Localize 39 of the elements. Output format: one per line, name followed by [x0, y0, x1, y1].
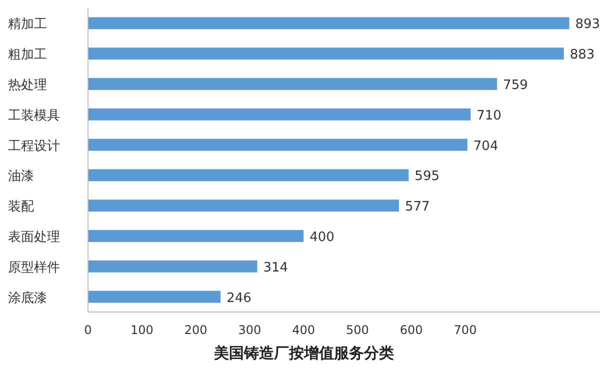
- bar: [88, 169, 409, 182]
- data-label: 759: [503, 78, 528, 93]
- data-label: 577: [404, 200, 430, 215]
- bar: [88, 48, 564, 60]
- data-label: 710: [476, 108, 502, 124]
- x-tick-label: 400: [292, 323, 316, 337]
- bar: [88, 260, 258, 272]
- data-label: 704: [473, 138, 498, 154]
- x-tick-label: 100: [130, 323, 154, 337]
- y-tick-label: 热处理: [8, 78, 47, 93]
- data-label: 883: [570, 48, 595, 63]
- bar: [88, 17, 570, 30]
- x-tick-label: 500: [346, 323, 369, 337]
- bar: [88, 230, 304, 242]
- data-label: 246: [226, 290, 252, 306]
- bar: [88, 138, 468, 151]
- x-tick-label: 200: [184, 323, 208, 337]
- x-tick-label: 700: [454, 323, 477, 337]
- bar: [88, 108, 471, 120]
- data-label: 400: [310, 230, 334, 245]
- data-label: 595: [414, 169, 440, 184]
- x-tick-label: 0: [84, 323, 92, 337]
- bar: [88, 290, 221, 303]
- x-axis-title: 美国铸造厂按增值服务分类: [213, 344, 394, 362]
- y-tick-label: 表面处理: [8, 230, 60, 245]
- y-tick-label: 涂底漆: [8, 290, 47, 306]
- x-tick-label: 300: [238, 323, 262, 337]
- y-tick-label: 原型样件: [8, 260, 60, 276]
- y-tick-label: 工装模具: [8, 108, 60, 124]
- y-tick-label: 工程设计: [8, 138, 60, 154]
- data-label: 893: [575, 17, 600, 32]
- bar: [88, 200, 399, 212]
- y-tick-label: 装配: [8, 200, 34, 215]
- x-tick-label: 600: [400, 323, 423, 337]
- y-tick-label: 精加工: [8, 17, 47, 32]
- y-tick-label: 粗加工: [8, 48, 47, 63]
- y-tick-label: 油漆: [8, 169, 34, 184]
- data-label: 314: [263, 260, 288, 276]
- bar: [88, 78, 498, 90]
